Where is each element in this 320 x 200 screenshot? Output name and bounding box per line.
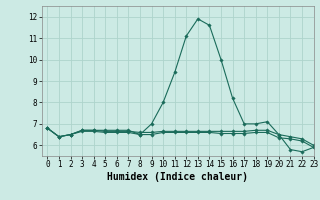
X-axis label: Humidex (Indice chaleur): Humidex (Indice chaleur) [107,172,248,182]
